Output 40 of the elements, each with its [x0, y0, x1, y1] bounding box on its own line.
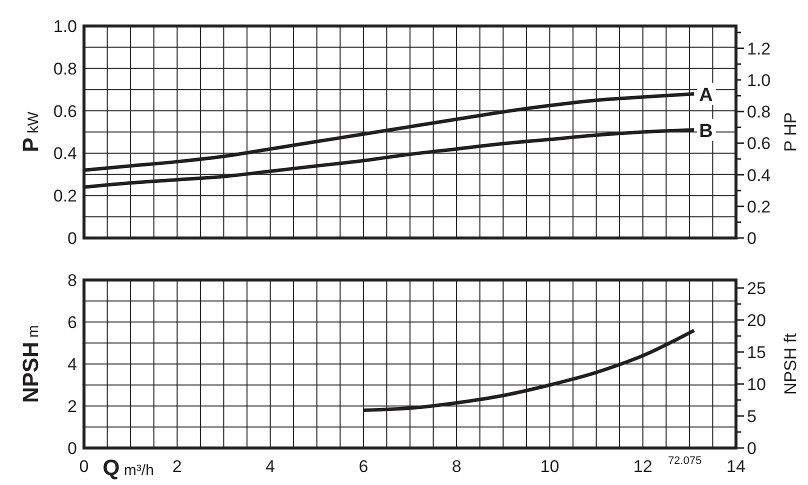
y-tick-label: 2	[68, 397, 77, 416]
x-tick-label: 12	[633, 457, 652, 476]
y2-tick-label: 1.2	[747, 39, 771, 58]
y2-tick-label: 25	[747, 279, 766, 298]
y2-tick-label: 0	[747, 229, 756, 248]
y-tick-label: 0.8	[53, 59, 77, 78]
x-axis-title: Q m³/h	[102, 455, 154, 480]
y2-tick-label: 1.0	[747, 70, 771, 90]
y2-tick-label: 20	[747, 311, 766, 330]
x-tick-label: 6	[358, 457, 368, 476]
y-tick-label: 0.2	[53, 186, 77, 206]
y-tick-label: 0.4	[53, 144, 77, 164]
x-tick-label: 8	[452, 457, 462, 476]
y2-tick-label: 15	[747, 343, 766, 362]
y-tick-label: 0	[68, 229, 77, 248]
y-tick-label: 0.6	[53, 102, 77, 121]
x-tick-label: 4	[266, 457, 276, 476]
y-axis-title: P kW	[18, 110, 43, 152]
y2-tick-label: 0	[747, 439, 756, 458]
y2-tick-label: 0.2	[747, 197, 771, 216]
y2-axis-title: P HP	[781, 112, 800, 152]
y-tick-label: 0	[68, 439, 77, 458]
y-tick-label: 4	[68, 355, 77, 374]
y-tick-label: 6	[68, 313, 77, 332]
x-tick-label: 2	[172, 457, 182, 476]
y-tick-label: 1.0	[53, 17, 77, 36]
series-label: B	[699, 120, 713, 142]
y2-tick-label: 5	[747, 407, 756, 426]
y-axis-title: NPSH m	[18, 325, 43, 403]
y2-tick-label: 0.6	[747, 134, 771, 154]
y-tick-label: 8	[68, 271, 77, 290]
y2-axis-title: NPSH ft	[781, 333, 800, 395]
y2-tick-label: 0.8	[747, 102, 771, 122]
x-tick-label: 0	[79, 457, 89, 476]
x-tick-label: 14	[726, 457, 746, 476]
text: 72.075	[668, 455, 702, 467]
y2-tick-label: 10	[747, 375, 766, 394]
x-tick-label: 10	[540, 457, 560, 476]
y2-tick-label: 0.4	[747, 166, 771, 185]
series-label: A	[699, 84, 714, 106]
